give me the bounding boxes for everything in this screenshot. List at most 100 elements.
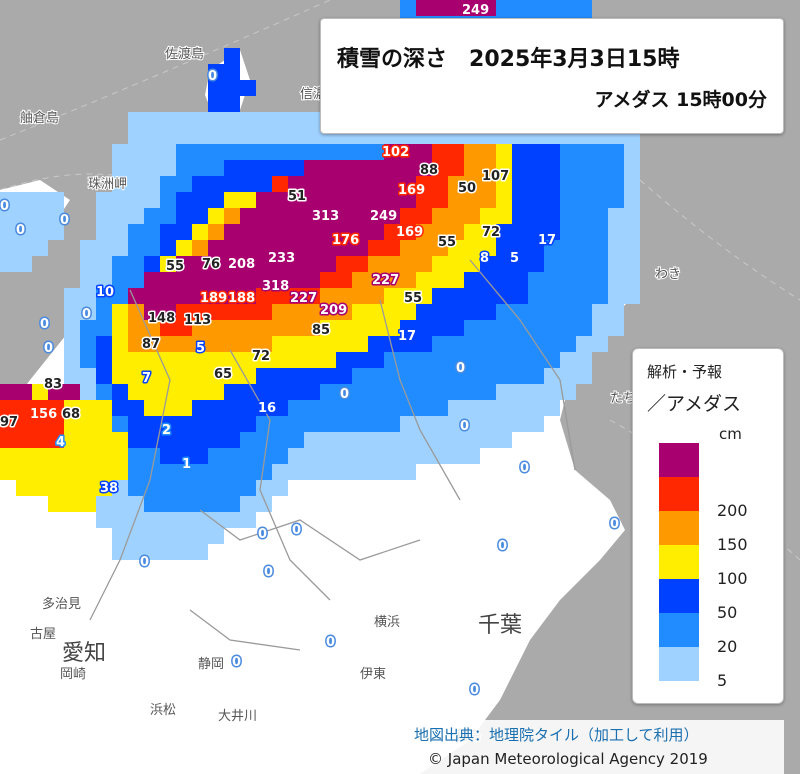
snow-cell xyxy=(192,272,208,288)
snow-cell xyxy=(320,336,336,352)
snow-cell xyxy=(464,208,480,224)
snow-cell xyxy=(112,432,128,448)
snow-cell xyxy=(16,384,32,400)
snow-cell xyxy=(144,144,160,160)
snow-cell xyxy=(304,288,320,304)
snow-cell xyxy=(352,176,368,192)
snow-cell xyxy=(224,272,240,288)
snow-cell xyxy=(320,192,336,208)
station-value: 148 xyxy=(148,311,175,326)
snow-cell xyxy=(416,368,432,384)
snow-cell xyxy=(176,416,192,432)
snow-cell xyxy=(144,304,160,320)
snow-cell xyxy=(304,176,320,192)
snow-cell xyxy=(320,160,336,176)
station-value: 0 xyxy=(340,387,349,402)
snow-cell xyxy=(448,320,464,336)
snow-cell xyxy=(128,304,144,320)
snow-cell xyxy=(192,144,208,160)
snow-cell xyxy=(352,192,368,208)
snow-cell xyxy=(0,224,16,240)
snow-cell xyxy=(240,128,256,144)
snow-cell xyxy=(416,352,432,368)
snow-cell xyxy=(96,368,112,384)
snow-cell xyxy=(144,208,160,224)
snow-cell xyxy=(448,256,464,272)
snow-cell xyxy=(112,272,128,288)
snow-cell xyxy=(576,256,592,272)
snow-cell xyxy=(384,272,400,288)
place-label: 多治見 xyxy=(42,596,81,612)
snow-cell xyxy=(512,400,528,416)
snow-cell xyxy=(128,112,144,128)
snow-cell xyxy=(448,208,464,224)
snow-cell xyxy=(432,224,448,240)
snow-cell xyxy=(496,240,512,256)
snow-cell xyxy=(256,336,272,352)
snow-cell xyxy=(208,528,224,544)
snow-cell xyxy=(112,480,128,496)
snow-cell xyxy=(352,384,368,400)
snow-cell xyxy=(368,320,384,336)
snow-cell xyxy=(560,272,576,288)
snow-cell xyxy=(528,368,544,384)
snow-cell xyxy=(16,240,32,256)
snow-cell xyxy=(208,208,224,224)
snow-cell xyxy=(272,192,288,208)
snow-cell xyxy=(32,240,48,256)
snow-cell xyxy=(304,464,320,480)
snow-cell xyxy=(448,176,464,192)
station-value: 249 xyxy=(370,209,397,224)
snow-cell xyxy=(560,256,576,272)
station-value: 249 xyxy=(462,3,489,18)
snow-cell xyxy=(400,256,416,272)
snow-cell xyxy=(608,160,624,176)
snow-cell xyxy=(272,288,288,304)
station-value: 227 xyxy=(290,291,317,306)
snow-cell xyxy=(160,544,176,560)
snow-cell xyxy=(224,416,240,432)
snow-cell xyxy=(80,256,96,272)
snow-cell xyxy=(80,240,96,256)
snow-cell xyxy=(480,256,496,272)
snow-cell xyxy=(512,240,528,256)
snow-cell xyxy=(480,224,496,240)
snow-cell xyxy=(96,288,112,304)
snow-cell xyxy=(208,448,224,464)
snow-cell xyxy=(96,224,112,240)
snow-cell xyxy=(64,464,80,480)
snow-cell xyxy=(512,192,528,208)
station-value: 0 xyxy=(40,317,49,332)
snow-cell xyxy=(176,512,192,528)
snow-cell xyxy=(352,432,368,448)
snow-cell xyxy=(192,240,208,256)
snow-cell xyxy=(208,320,224,336)
snow-cell xyxy=(512,144,528,160)
snow-cell xyxy=(336,192,352,208)
snow-cell xyxy=(496,256,512,272)
snow-cell xyxy=(464,336,480,352)
snow-cell xyxy=(192,304,208,320)
snow-cell xyxy=(400,272,416,288)
snow-cell xyxy=(128,400,144,416)
title-box: 積雪の深さ 2025年3月3日15時 アメダス 15時00分 xyxy=(320,18,784,134)
snow-cell xyxy=(272,144,288,160)
snow-cell xyxy=(224,224,240,240)
station-value: 65 xyxy=(214,367,232,382)
snow-cell xyxy=(624,288,640,304)
snow-cell xyxy=(512,336,528,352)
snow-cell xyxy=(336,400,352,416)
station-value: 38 xyxy=(100,481,118,496)
snow-cell xyxy=(624,192,640,208)
snow-cell xyxy=(128,176,144,192)
snow-cell xyxy=(272,464,288,480)
snow-cell xyxy=(0,192,16,208)
snow-cell xyxy=(176,336,192,352)
snow-cell xyxy=(240,288,256,304)
snow-cell xyxy=(224,240,240,256)
snow-cell xyxy=(224,112,240,128)
snow-cell xyxy=(64,416,80,432)
snow-cell xyxy=(544,0,560,16)
